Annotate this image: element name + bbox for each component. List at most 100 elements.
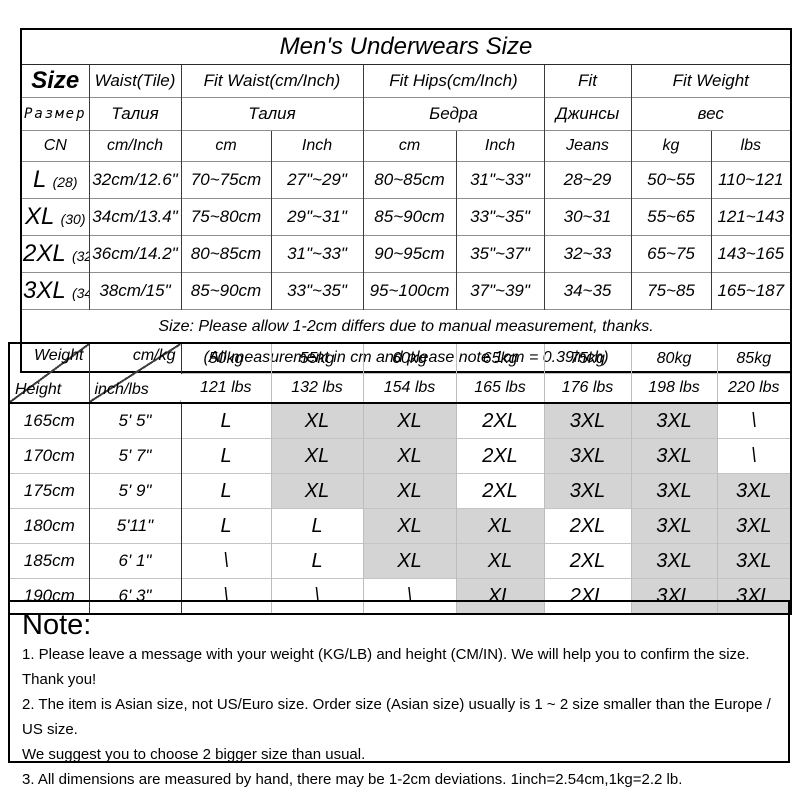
table-cell: 121~143 (710, 198, 792, 236)
weight-col-kg: 85kg (716, 343, 791, 374)
header-jeans: Jeans (543, 130, 631, 162)
height-inch: 6' 3" (88, 578, 181, 614)
header-lbs: lbs (710, 130, 792, 162)
table-cell: 32~33 (543, 235, 631, 273)
weight-col-lbs: 220 lbs (716, 373, 791, 404)
matrix-cell: 3XL (630, 508, 717, 544)
corner-height-label: Height (15, 381, 62, 398)
header-cm: cm (180, 130, 271, 162)
matrix-cell: XL (270, 473, 363, 509)
table-cell: 75~80cm (180, 198, 271, 236)
weight-col-lbs: 121 lbs (181, 373, 271, 404)
header-fit-hips-ru: Бедра (362, 97, 544, 131)
table-cell: 95~100cm (362, 272, 456, 310)
table-cell: 34cm/13.4" (88, 198, 181, 236)
matrix-cell: 3XL (630, 473, 717, 509)
weight-col-kg: 60kg (362, 343, 456, 374)
matrix-cell: 3XL (716, 508, 791, 544)
weight-col-kg: 55kg (270, 343, 363, 374)
size-row-2xl: 2XL (32) 36cm/14.2" 80~85cm 31"~33" 90~9… (21, 235, 792, 273)
header-inch: Inch (270, 130, 363, 162)
table-cell: 29"~31" (270, 198, 363, 236)
height-weight-matrix: Weight Height cm/kg inch/lbs 50kg 55kg 6… (8, 342, 792, 615)
matrix-cell: \ (716, 438, 791, 474)
table-cell: 85~90cm (362, 198, 456, 236)
height-cm: 175cm (9, 473, 89, 509)
matrix-cell: 2XL (543, 543, 631, 579)
matrix-cell: 3XL (716, 543, 791, 579)
matrix-row-165: 165cm 5' 5" L XL XL 2XL 3XL 3XL \ (9, 402, 791, 439)
corner-weight-height: Weight Height (9, 343, 89, 404)
header-size: Size (21, 64, 89, 98)
table-cell: 143~165 (710, 235, 792, 273)
measurement-note-1: Size: Please allow 1-2cm differs due to … (21, 309, 792, 344)
note-line-3: We suggest you to choose 2 bigger size t… (22, 746, 366, 763)
matrix-cell: 3XL (630, 543, 717, 579)
height-inch: 5' 7" (88, 438, 181, 474)
size-note: (30) (60, 211, 86, 227)
note-title: Note: (22, 609, 92, 641)
size-value: XL (25, 203, 54, 230)
matrix-cell: L (180, 508, 271, 544)
table-cell: 80~85cm (362, 161, 456, 199)
table-cell: 32cm/12.6" (88, 161, 181, 199)
table-cell: 36cm/14.2" (88, 235, 181, 273)
matrix-cell: XL (362, 438, 456, 474)
corner-cmkg-label: cm/kg (132, 347, 176, 364)
table-cell: 80~85cm (180, 235, 271, 273)
size-value: 3XL (23, 277, 66, 304)
table-cell: 34~35 (543, 272, 631, 310)
weight-col-kg: 80kg (630, 343, 717, 374)
size-row-l: L (28) 32cm/12.6" 70~75cm 27"~29" 80~85c… (21, 161, 792, 199)
matrix-cell: 3XL (630, 438, 717, 474)
size-note: (32) (71, 248, 89, 264)
header-fit-waist-ru: Талия (180, 97, 363, 131)
matrix-cell: 2XL (455, 402, 544, 439)
matrix-cell: \ (716, 402, 791, 439)
matrix-cell: 2XL (455, 473, 544, 509)
header-waist-ru: Талия (88, 97, 181, 131)
header-fit-weight: Fit Weight (630, 64, 792, 98)
table-cell: 33"~35" (270, 272, 363, 310)
table-cell: 27"~29" (270, 161, 363, 199)
matrix-cell: XL (270, 438, 363, 474)
matrix-cell: \ (270, 578, 363, 614)
matrix-cell: 3XL (630, 402, 717, 439)
matrix-cell: 3XL (716, 473, 791, 509)
table-cell: 37"~39" (455, 272, 544, 310)
matrix-cell: XL (455, 543, 544, 579)
matrix-cell: XL (362, 473, 456, 509)
weight-col-kg: 50kg (180, 343, 271, 374)
size-value: 2XL (23, 240, 66, 267)
matrix-cell: 3XL (630, 578, 717, 614)
matrix-cell: XL (362, 543, 456, 579)
height-inch: 5' 9" (88, 473, 181, 509)
matrix-cell: 3XL (543, 438, 631, 474)
table-cell: 50~55 (630, 161, 711, 199)
matrix-cell: XL (455, 578, 544, 614)
table-cell: 110~121 (710, 161, 792, 199)
size-row-3xl: 3XL (34) 38cm/15" 85~90cm 33"~35" 95~100… (21, 272, 792, 310)
weight-col-lbs: 165 lbs (455, 373, 544, 404)
header-fit-ru: Джинсы (543, 97, 631, 131)
header-fit-waist: Fit Waist(cm/Inch) (180, 64, 363, 98)
height-cm: 165cm (9, 402, 89, 439)
matrix-cell: XL (455, 508, 544, 544)
header-kg: kg (630, 130, 711, 162)
size-value: L (33, 166, 46, 193)
matrix-cell: L (270, 508, 363, 544)
height-inch: 6' 1" (88, 543, 181, 579)
corner-units: cm/kg inch/lbs (88, 343, 181, 404)
note-box: Note: 1. Please leave a message with you… (8, 600, 790, 788)
header-cm-inch: cm/Inch (88, 130, 181, 162)
page-title: Men's Underwears Size (21, 28, 792, 65)
weight-col-lbs: 176 lbs (543, 373, 631, 404)
table-cell: 70~75cm (180, 161, 271, 199)
height-cm: 185cm (9, 543, 89, 579)
matrix-cell: \ (180, 578, 271, 614)
size-label: L (28) (21, 161, 89, 199)
height-inch: 5'11" (88, 508, 181, 544)
matrix-cell: L (180, 402, 271, 439)
matrix-row-170: 170cm 5' 7" L XL XL 2XL 3XL 3XL \ (9, 438, 791, 474)
matrix-cell: XL (362, 402, 456, 439)
